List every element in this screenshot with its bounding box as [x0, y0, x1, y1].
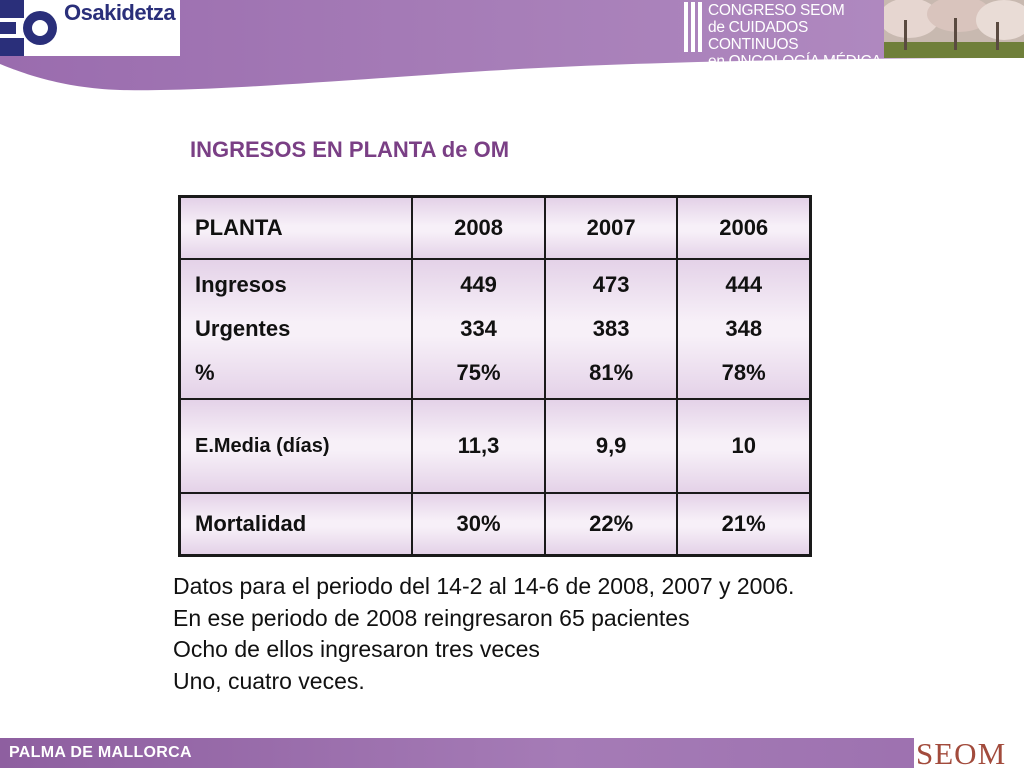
congreso-line-3: en ONCOLOGÍA MÉDICA — [708, 53, 882, 70]
note-line: Datos para el periodo del 14-2 al 14-6 d… — [173, 573, 795, 599]
congreso-seom-logo: CONGRESO SEOM de CUIDADOS CONTINUOS en O… — [684, 0, 884, 70]
blossom-trees-photo — [884, 0, 1024, 58]
header-band — [0, 0, 1024, 91]
row-label-cell: Ingresos Urgentes % — [178, 258, 414, 400]
value-cell-2007: 473 383 81% — [543, 258, 679, 400]
notes-block: Datos para el periodo del 14-2 al 14-6 d… — [173, 571, 794, 697]
table-row-ingresos: Ingresos Urgentes % 449 334 75% 473 383 … — [178, 258, 812, 400]
osakidetza-logo-text: Osakidetza — [64, 0, 176, 25]
value: 449 — [460, 272, 497, 297]
note-line: Ocho de ellos ingresaron tres veces — [173, 636, 540, 662]
header-cell: 2008 — [411, 195, 546, 260]
table-header-row: PLANTA 2008 2007 2006 — [178, 195, 812, 260]
value-cell-2008: 449 334 75% — [411, 258, 546, 400]
value: 21% — [676, 492, 812, 557]
row-label: Ingresos — [195, 272, 287, 297]
table-row-media: E.Media (días) 11,3 9,9 10 — [178, 398, 812, 494]
slide-title: INGRESOS EN PLANTA de OM — [190, 137, 510, 162]
value: 383 — [592, 316, 630, 341]
note-line: Uno, cuatro veces. — [173, 667, 365, 694]
seom-logo: SEOM — [914, 736, 1024, 771]
value: 30% — [411, 492, 546, 557]
header-cell: 2006 — [676, 195, 812, 260]
value: 81% — [589, 360, 634, 385]
row-label: Urgentes — [195, 316, 291, 341]
osakidetza-logo: Osakidetza — [0, 0, 180, 56]
osakidetza-cross-icon — [0, 0, 57, 56]
value: 348 — [725, 316, 763, 341]
value: 334 — [460, 316, 497, 341]
congreso-bars-icon — [684, 2, 702, 52]
congreso-line-2: de CUIDADOS CONTINUOS — [708, 19, 809, 53]
footer-location-label: PALMA DE MALLORCA — [9, 744, 192, 761]
header-cell: 2007 — [543, 195, 679, 260]
row-label: % — [195, 360, 215, 385]
value: 78% — [721, 360, 766, 385]
congreso-line-1: CONGRESO SEOM — [708, 2, 845, 19]
value: 473 — [592, 272, 630, 297]
row-label: Mortalidad — [178, 492, 414, 557]
header-cell: PLANTA — [178, 195, 414, 260]
note-line: En ese periodo de 2008 reingresaron 65 p… — [173, 604, 690, 631]
row-label: E.Media (días) — [178, 398, 414, 494]
value: 11,3 — [411, 398, 546, 494]
seom-logo-text: SEOM — [916, 736, 1007, 771]
footer-bar: PALMA DE MALLORCA — [0, 738, 1024, 768]
table-row-mortalidad: Mortalidad 30% 22% 21% — [178, 492, 812, 557]
ingresos-table: PLANTA 2008 2007 2006 Ingresos Urgentes … — [178, 195, 812, 557]
value-cell-2006: 444 348 78% — [676, 258, 812, 400]
value: 444 — [725, 272, 763, 297]
value: 22% — [543, 492, 679, 557]
value: 10 — [676, 398, 812, 494]
value: 9,9 — [543, 398, 679, 494]
value: 75% — [456, 360, 501, 385]
